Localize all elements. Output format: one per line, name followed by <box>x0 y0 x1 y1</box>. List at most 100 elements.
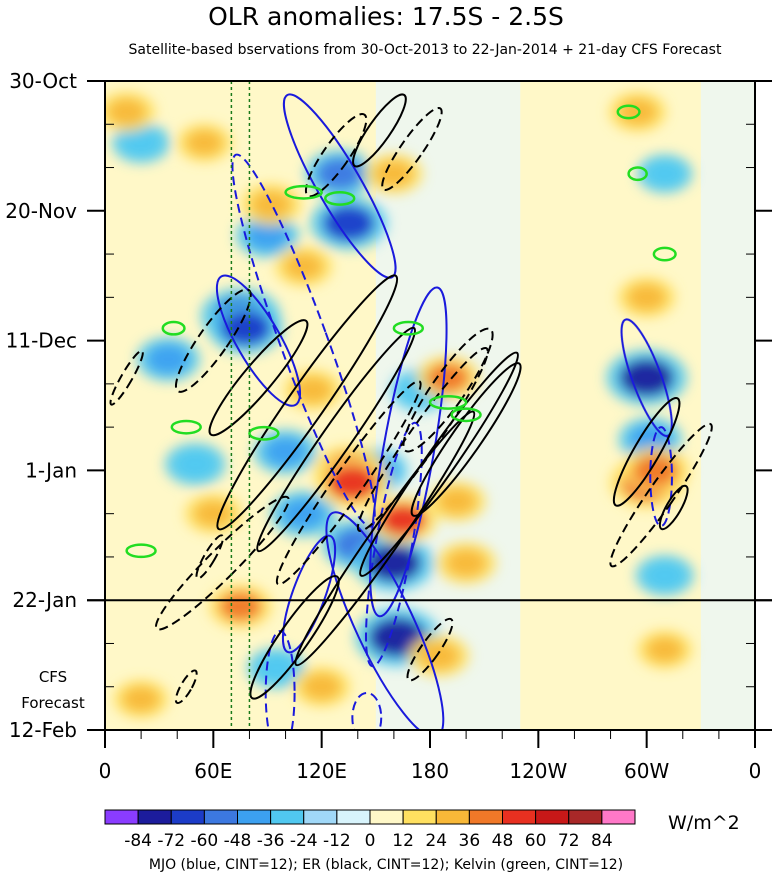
anomaly-blob <box>646 160 684 187</box>
er-contour <box>195 534 224 580</box>
kelvin-contour <box>125 543 157 559</box>
anomaly-blob <box>445 548 487 578</box>
mjo-contour <box>325 511 445 730</box>
anomaly-blob <box>264 437 307 467</box>
kelvin-contour <box>161 320 186 336</box>
colorbar-swatch <box>170 809 205 825</box>
kelvin-contour <box>248 425 280 441</box>
y-tick-label: 11-Dec <box>6 329 77 353</box>
x-tick-label: 0 <box>749 759 762 783</box>
colorbar-units: W/m^2 <box>668 812 740 834</box>
er-contour <box>658 484 689 531</box>
colorbar-swatch <box>468 809 503 825</box>
anomaly-blob <box>193 500 233 528</box>
kelvin-contour <box>616 104 641 120</box>
er-contour <box>294 410 476 667</box>
kelvin-contour <box>324 191 356 206</box>
anomaly-blob <box>250 190 292 219</box>
anomaly-blob <box>185 129 223 156</box>
colorbar-label: -12 <box>323 831 351 851</box>
colorbar-label: 60 <box>525 831 547 851</box>
anomaly-blob <box>619 359 674 397</box>
er-contour <box>249 574 340 700</box>
er-contour <box>304 113 368 198</box>
colorbar-swatch <box>435 809 470 825</box>
er-contour <box>174 288 252 393</box>
anomaly-blob <box>293 376 333 404</box>
er-contour <box>275 380 422 586</box>
x-tick-label: 120E <box>296 759 347 783</box>
x-tick-label: 60W <box>624 759 669 783</box>
colorbar-swatch <box>336 809 371 825</box>
anomaly-blob <box>219 591 262 622</box>
colorbar-label: -24 <box>290 831 318 851</box>
wave-contours <box>109 81 713 730</box>
anomaly-blob <box>366 544 421 582</box>
colorbar-swatch <box>137 809 172 825</box>
colorbar: -84 -72 -60 -48 -36 -24 -12 0 12 24 36 48 60 72 84 <box>104 809 636 851</box>
er-contour <box>155 495 290 631</box>
er-contour <box>609 422 713 568</box>
anomaly-blob <box>316 157 363 190</box>
y-tick-label: 30-Oct <box>9 69 77 93</box>
x-tick-label: 0 <box>99 759 112 783</box>
colorbar-swatch <box>568 809 603 825</box>
colorbar-label: 0 <box>365 831 376 851</box>
kelvin-contour <box>652 246 677 262</box>
mjo-contour <box>231 153 376 528</box>
calm-band <box>700 81 755 730</box>
anomaly-blob <box>645 561 685 590</box>
anomaly-blob <box>174 450 216 479</box>
anomaly-heatmap <box>105 81 755 730</box>
er-contour <box>109 349 144 406</box>
anomaly-blob <box>437 487 477 515</box>
y-tick-label: 20-Nov <box>5 199 77 223</box>
mjo-contour <box>351 691 383 730</box>
mjo-contour <box>215 274 302 407</box>
er-contour <box>612 396 681 507</box>
anomaly-blob <box>146 344 190 374</box>
anomaly-blob <box>323 205 375 241</box>
colorbar-swatch <box>369 809 404 825</box>
anomaly-blob <box>374 160 414 188</box>
er-contour <box>406 617 454 682</box>
kelvin-contour <box>170 419 202 435</box>
x-tick-label: 120W <box>509 759 567 783</box>
y-tick-label: 22-Jan <box>12 588 77 612</box>
colorbar-label: 72 <box>558 831 580 851</box>
kelvin-contour <box>284 184 323 200</box>
anomaly-blob <box>426 362 470 393</box>
colorbar-label: -36 <box>257 831 285 851</box>
kelvin-contour <box>450 407 482 423</box>
chart-title: OLR anomalies: 17.5S - 2.5S <box>208 2 564 31</box>
chart-subtitle: Satellite-based bservations from 30-Oct-… <box>128 42 722 58</box>
mjo-contour <box>369 286 448 618</box>
er-contour <box>352 93 407 168</box>
colorbar-label: 84 <box>591 831 613 851</box>
anomaly-blob <box>418 641 460 671</box>
y-tick-label: 1-Jan <box>25 458 77 482</box>
forecast-label-line-1: CFS <box>38 668 68 686</box>
mjo-contour <box>365 421 423 668</box>
colorbar-swatch <box>270 809 305 825</box>
mjo-contour <box>282 93 397 279</box>
kelvin-contour <box>428 394 468 410</box>
colorbar-swatch <box>237 809 272 825</box>
forecast-label: CFS Forecast <box>18 664 88 716</box>
axes: 30-Oct 20-Nov 11-Dec 1-Jan 22-Jan 12-Feb 0 60E 1… <box>5 69 772 783</box>
colorbar-label: -84 <box>124 831 152 851</box>
colorbar-swatch <box>402 809 437 825</box>
colorbar-swatch <box>203 809 238 825</box>
colorbar-label: 48 <box>492 831 514 851</box>
anomaly-blob <box>221 311 271 346</box>
anomaly-blob <box>284 252 324 281</box>
colorbar-swatch <box>535 809 570 825</box>
x-tick-label: 60E <box>194 759 232 783</box>
er-contour <box>208 319 309 437</box>
colorbar-label: -72 <box>157 831 185 851</box>
anomaly-blob <box>121 129 161 157</box>
er-contour <box>256 326 416 553</box>
x-tick-label: 180 <box>411 759 449 783</box>
colorbar-swatch <box>601 809 636 825</box>
